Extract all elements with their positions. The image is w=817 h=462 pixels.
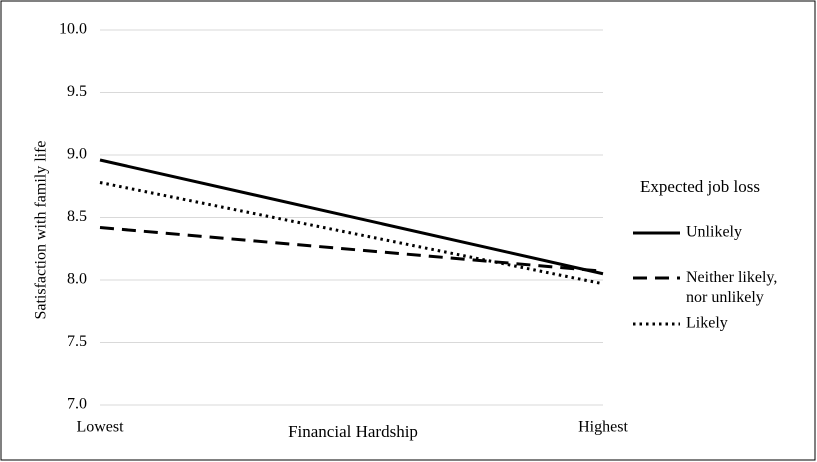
y-tick-label: 9.0 [67,146,87,163]
x-tick-label: Highest [578,419,628,436]
series-line [99,158,604,276]
x-axis-title: Financial Hardship [288,422,418,441]
y-tick-label: 8.0 [67,271,87,288]
y-axis-title: Satisfaction with family life [33,140,50,319]
legend-title: Expected job loss [640,177,760,196]
legend-label: Likely [686,315,728,332]
legend-label: Unlikely [686,224,742,241]
series-line [99,181,604,286]
x-tick-label: Lowest [76,419,124,436]
series-line [99,226,604,273]
y-tick-label: 9.5 [67,83,87,100]
y-tick-label: 7.5 [67,333,87,350]
legend-label-line: nor unlikely [686,289,764,306]
legend-label-line: Neither likely, [686,269,777,286]
y-tick-label: 7.0 [67,396,87,413]
y-tick-label: 8.5 [67,208,87,225]
legend-label: Neither likely, nor unlikely [686,269,777,306]
y-tick-label: 10.0 [59,21,87,38]
